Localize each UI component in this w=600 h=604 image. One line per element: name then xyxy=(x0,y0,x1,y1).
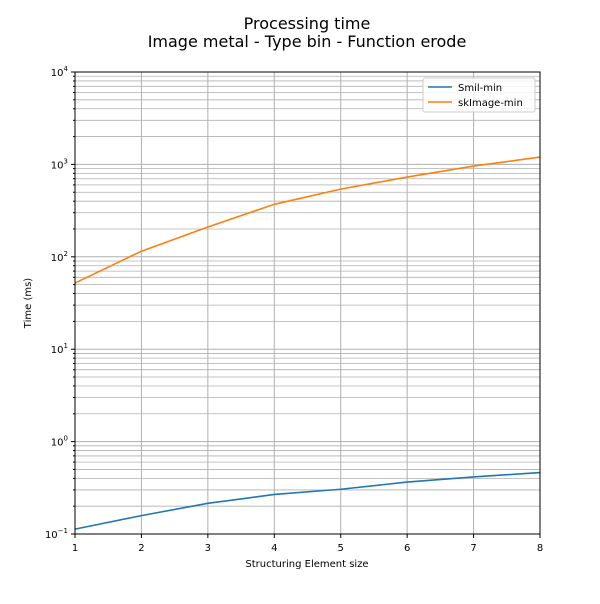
legend: Smil-min skImage-min xyxy=(423,78,535,112)
y-tick-label: 104 xyxy=(51,65,69,79)
y-tick-label: 10−1 xyxy=(45,527,68,541)
x-tick-label: 4 xyxy=(271,543,277,554)
legend-label: Smil-min xyxy=(458,83,502,94)
x-tick-label: 7 xyxy=(470,543,476,554)
chart-title-line2: Image metal - Type bin - Function erode xyxy=(148,32,467,51)
x-tick-label: 1 xyxy=(72,543,78,554)
series-line-1 xyxy=(75,473,540,530)
y-axis-label: Time (ms) xyxy=(23,278,34,330)
series-line-2 xyxy=(75,157,540,283)
x-axis: 1 2 3 4 5 6 7 8 xyxy=(72,534,543,554)
y-tick-label: 102 xyxy=(51,250,68,264)
chart-title-line1: Processing time xyxy=(244,14,371,33)
x-tick-label: 3 xyxy=(205,543,211,554)
y-tick-label: 101 xyxy=(51,342,68,356)
plot-frame xyxy=(75,72,540,534)
grid xyxy=(75,72,540,534)
y-tick-label: 100 xyxy=(51,435,68,449)
x-tick-label: 2 xyxy=(138,543,144,554)
x-tick-label: 5 xyxy=(338,543,344,554)
x-tick-label: 6 xyxy=(404,543,410,554)
x-tick-label: 8 xyxy=(537,543,543,554)
legend-label: skImage-min xyxy=(458,98,523,109)
x-axis-label: Structuring Element size xyxy=(245,559,368,570)
y-tick-label: 103 xyxy=(51,157,68,171)
y-axis: 10−1 100 101 102 103 104 xyxy=(45,65,75,541)
